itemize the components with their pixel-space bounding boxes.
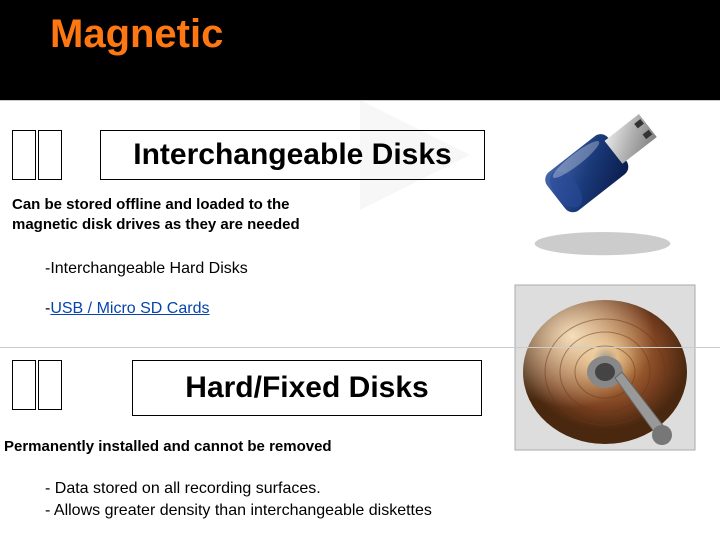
usb-drive-icon [505, 108, 700, 263]
hard-disk-icon [510, 280, 700, 455]
header-bar: Magnetic [0, 0, 720, 100]
page-title: Magnetic [50, 12, 720, 57]
section1-description: Can be stored offline and loaded to them… [12, 195, 300, 234]
section2-heading: Hard/Fixed Disks [185, 371, 428, 405]
section1-bullet-b: -USB / Micro SD Cards [45, 300, 209, 318]
section2-description: Permanently installed and cannot be remo… [4, 438, 332, 455]
divider [0, 100, 720, 101]
section2-heading-box: Hard/Fixed Disks [132, 360, 482, 416]
decorative-boxes-1 [12, 130, 62, 180]
section1-heading: Interchangeable Disks [133, 138, 451, 172]
section1-bullet-a: -Interchangeable Hard Disks [45, 260, 248, 278]
usb-sd-link[interactable]: USB / Micro SD Cards [50, 300, 209, 317]
divider-2 [0, 347, 720, 348]
section1-heading-box: Interchangeable Disks [100, 130, 485, 180]
section2-bullet-a: - Data stored on all recording surfaces. [45, 480, 321, 498]
section2-bullet-b: - Allows greater density than interchang… [45, 502, 432, 520]
decorative-boxes-2 [12, 360, 62, 410]
